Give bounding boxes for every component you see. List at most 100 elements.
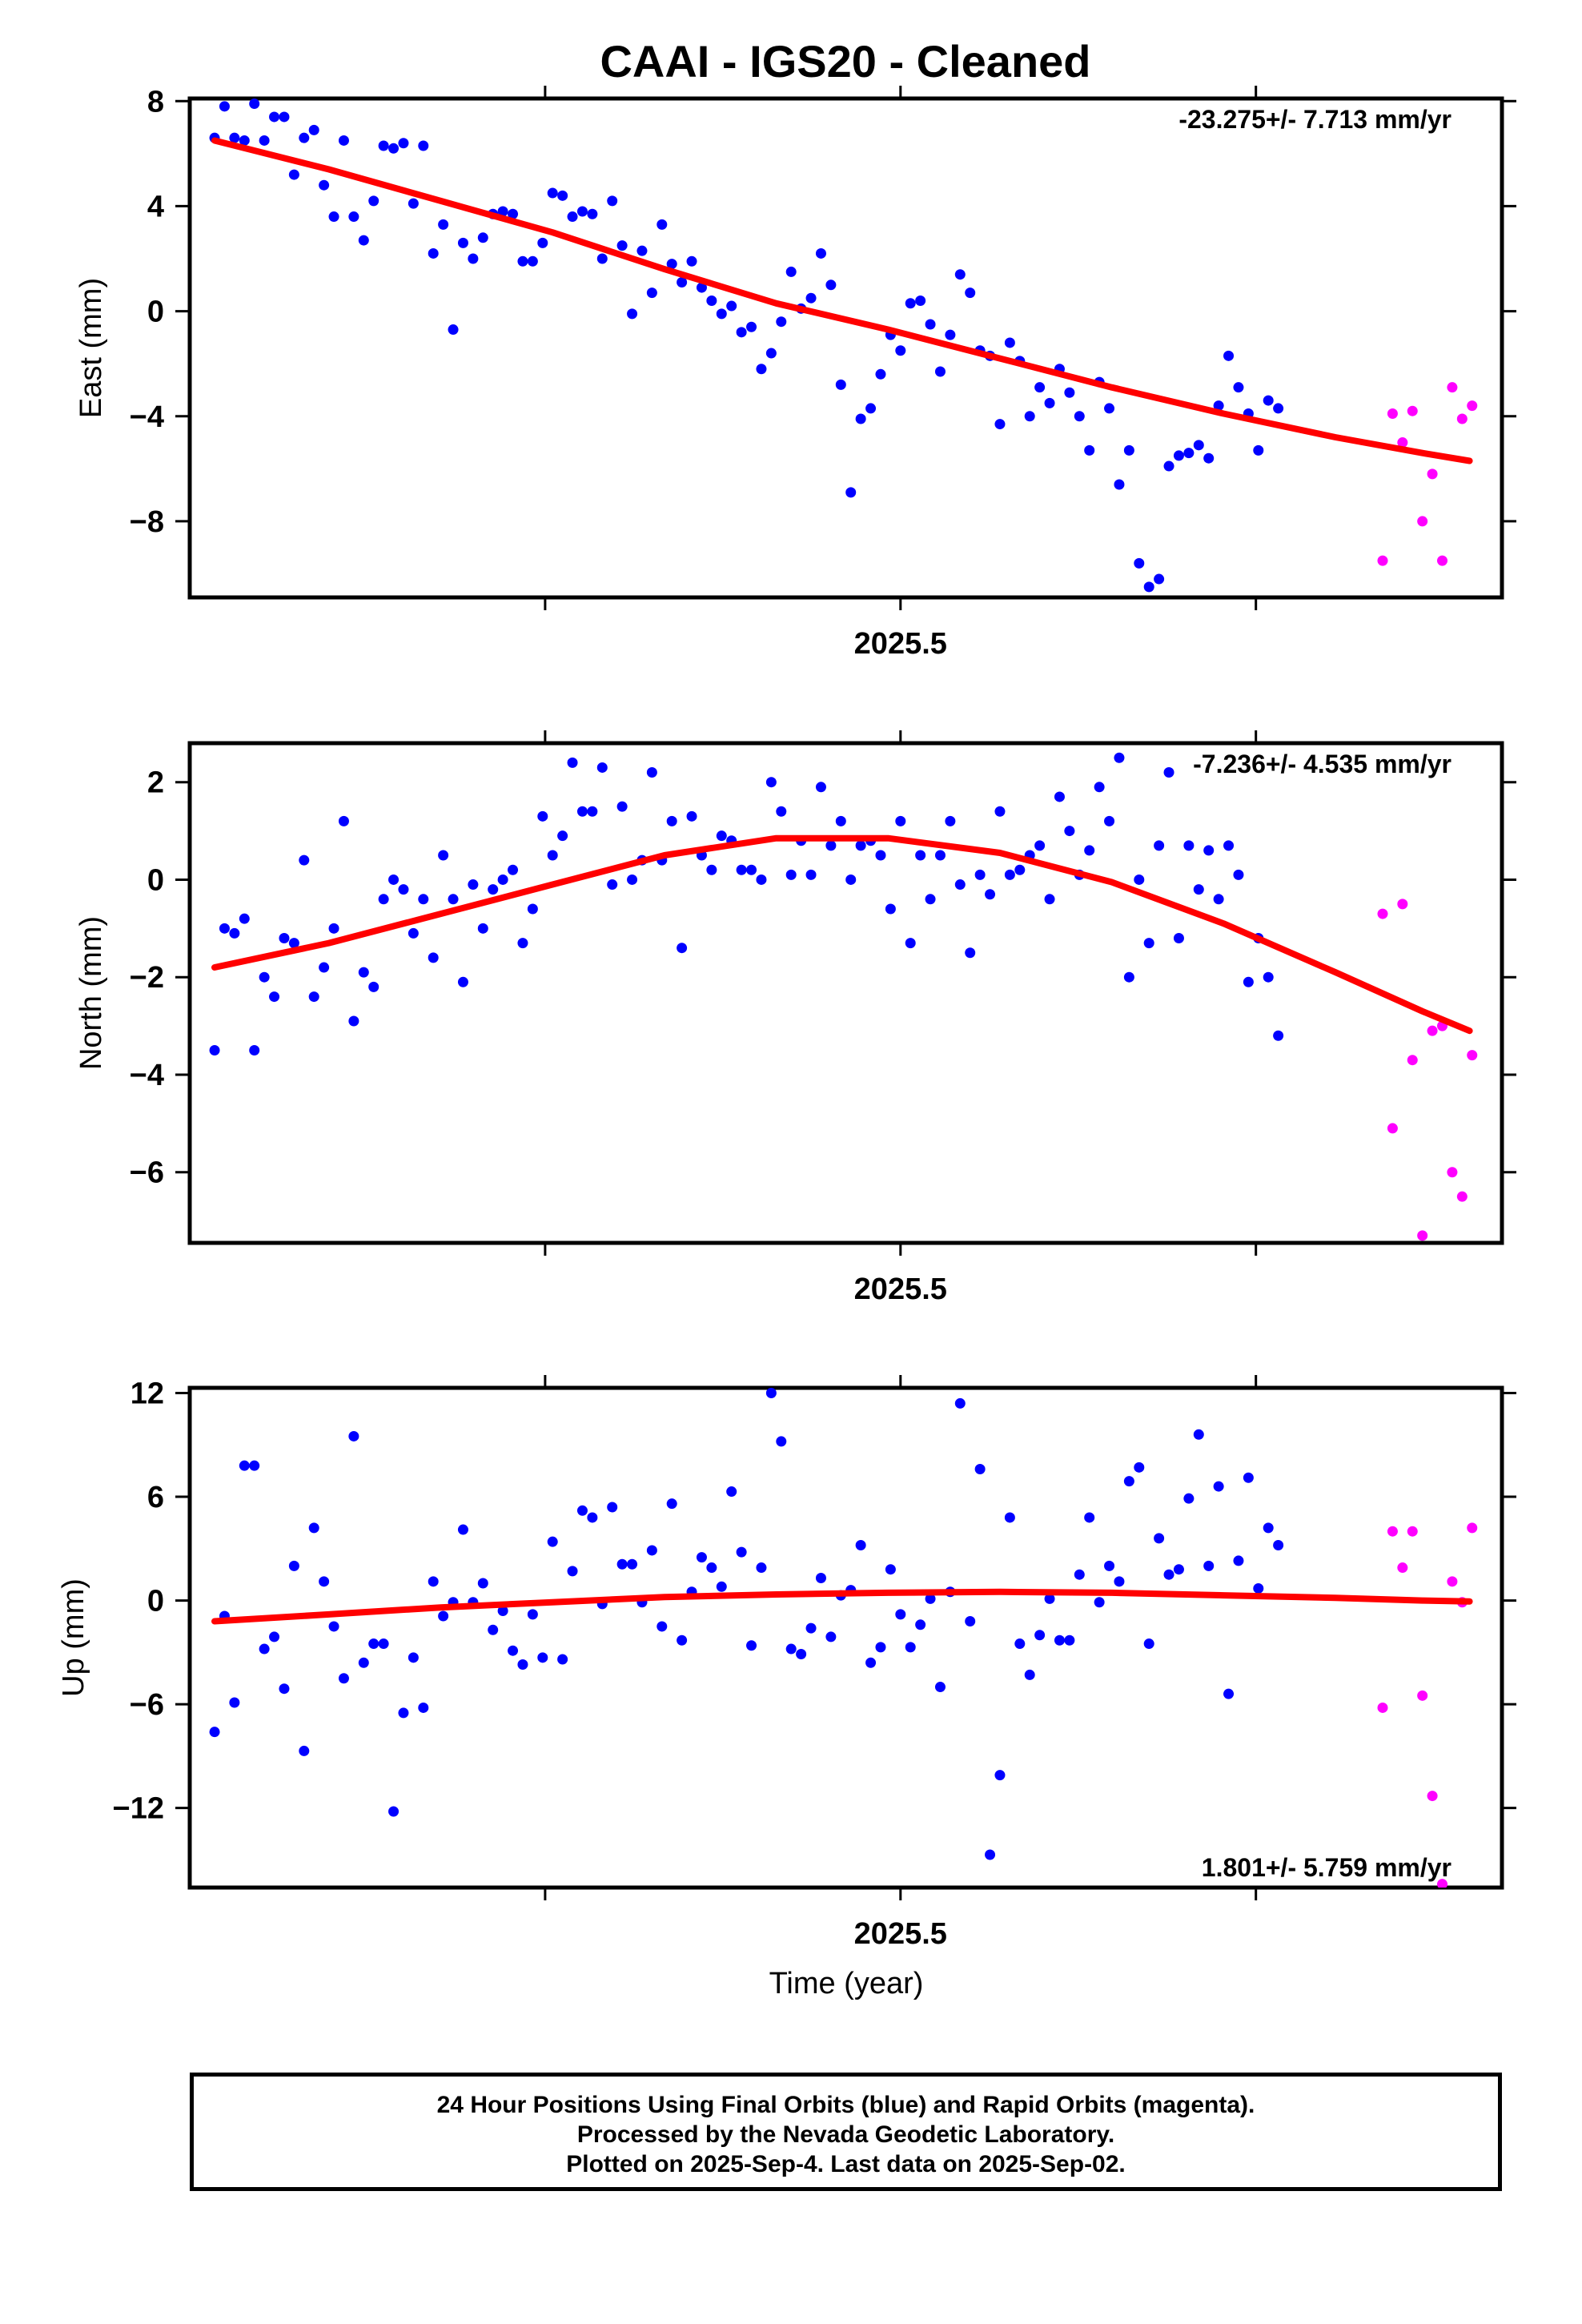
up-frame xyxy=(187,1385,1504,1890)
east-final-point xyxy=(696,282,707,293)
east-final-point xyxy=(636,245,648,256)
up-final-point xyxy=(428,1576,439,1587)
up-rate-label: 1.801+/- 5.759 mm/yr xyxy=(1202,1853,1452,1882)
north-final-point xyxy=(1223,840,1235,851)
up-final-point xyxy=(1054,1634,1065,1646)
north-y-tick-label: 2 xyxy=(147,766,164,800)
north-final-point xyxy=(1273,1030,1284,1041)
chart-title: CAAI - IGS20 - Cleaned xyxy=(600,36,1091,86)
north-final-point xyxy=(815,782,826,793)
east-final-point xyxy=(905,298,916,309)
north-final-point xyxy=(616,801,628,812)
north-final-point xyxy=(358,967,369,978)
footer-line-2: Processed by the Nevada Geodetic Laborat… xyxy=(576,2121,1115,2148)
up-final-point xyxy=(646,1545,657,1556)
north-final-point xyxy=(1134,874,1145,885)
up-final-point xyxy=(607,1502,618,1513)
north-rapid-point xyxy=(1397,899,1408,910)
north-final-point xyxy=(418,894,429,905)
up-final-point xyxy=(985,1849,996,1860)
up-final-point xyxy=(269,1631,280,1642)
up-final-point xyxy=(328,1621,339,1632)
up-final-point xyxy=(1074,1569,1085,1580)
north-rapid-point xyxy=(1387,1123,1398,1134)
north-final-point xyxy=(945,815,956,826)
up-final-point xyxy=(974,1463,986,1474)
north-final-point xyxy=(288,938,299,949)
east-final-point xyxy=(299,132,310,143)
north-final-point xyxy=(1263,971,1274,983)
up-rapid-point xyxy=(1387,1526,1398,1537)
north-final-point xyxy=(756,874,767,885)
east-y-tick-label: 8 xyxy=(147,85,164,119)
east-final-point xyxy=(1084,444,1095,456)
north-final-point xyxy=(1064,826,1075,837)
north-final-point xyxy=(934,850,946,861)
east-final-point xyxy=(1163,460,1174,472)
up-final-point xyxy=(905,1642,916,1653)
north-final-point xyxy=(537,810,548,822)
up-final-point xyxy=(388,1806,400,1817)
up-final-point xyxy=(288,1560,299,1571)
up-final-point xyxy=(348,1430,359,1441)
north-final-point xyxy=(438,850,449,861)
east-final-point xyxy=(596,253,608,264)
east-final-point xyxy=(517,255,528,267)
north-final-point xyxy=(398,884,409,895)
up-rapid-point xyxy=(1407,1526,1418,1537)
east-final-point xyxy=(319,179,330,191)
up-final-point xyxy=(408,1652,419,1663)
east-frame xyxy=(187,96,1504,600)
up-rapid-point xyxy=(1447,1576,1458,1587)
east-final-point xyxy=(527,255,538,267)
up-final-point xyxy=(915,1619,926,1630)
north-rapid-point xyxy=(1456,1191,1468,1202)
up-y-tick-label: 0 xyxy=(147,1585,164,1618)
east-final-point xyxy=(587,208,598,219)
north-final-point xyxy=(1123,971,1134,983)
north-final-point xyxy=(746,864,757,875)
east-final-point xyxy=(805,292,817,304)
north-final-point xyxy=(388,874,400,885)
up-final-point xyxy=(656,1621,668,1632)
up-final-point xyxy=(1173,1564,1184,1575)
east-final-point xyxy=(448,324,459,336)
north-final-point xyxy=(1094,782,1105,793)
east-final-point xyxy=(358,235,369,246)
east-final-point xyxy=(229,132,240,143)
north-final-point xyxy=(627,874,638,885)
north-final-point xyxy=(875,850,886,861)
north-final-point xyxy=(1233,869,1244,880)
east-final-point xyxy=(1143,581,1154,593)
east-final-point xyxy=(785,266,797,277)
east-final-point xyxy=(288,169,299,180)
up-y-tick-label: 12 xyxy=(130,1377,164,1410)
up-final-point xyxy=(785,1643,797,1655)
east-final-point xyxy=(925,319,936,330)
east-rapid-point xyxy=(1437,555,1447,566)
north-final-point xyxy=(925,894,936,905)
east-final-point xyxy=(457,237,468,248)
up-final-point xyxy=(1273,1539,1284,1550)
north-final-point xyxy=(905,938,916,949)
north-final-point xyxy=(596,762,608,773)
north-final-point xyxy=(448,894,459,905)
up-fit-line xyxy=(211,1588,1473,1625)
up-final-point xyxy=(368,1638,379,1650)
east-final-point xyxy=(497,206,508,217)
north-final-point xyxy=(646,767,657,778)
up-y-axis-title: Up (mm) xyxy=(57,1578,90,1697)
up-final-point xyxy=(547,1536,558,1547)
east-final-point xyxy=(994,419,1006,430)
east-final-point xyxy=(468,253,479,264)
north-final-point xyxy=(1154,840,1165,851)
east-final-point xyxy=(895,345,906,356)
east-rapid-point xyxy=(1377,555,1388,566)
north-rapid-point xyxy=(1377,908,1388,919)
east-final-point xyxy=(537,237,548,248)
east-final-point xyxy=(1034,382,1046,393)
east-final-point xyxy=(656,219,668,230)
east-final-point xyxy=(1064,387,1075,398)
up-final-point xyxy=(865,1657,877,1668)
north-final-point xyxy=(328,923,339,934)
